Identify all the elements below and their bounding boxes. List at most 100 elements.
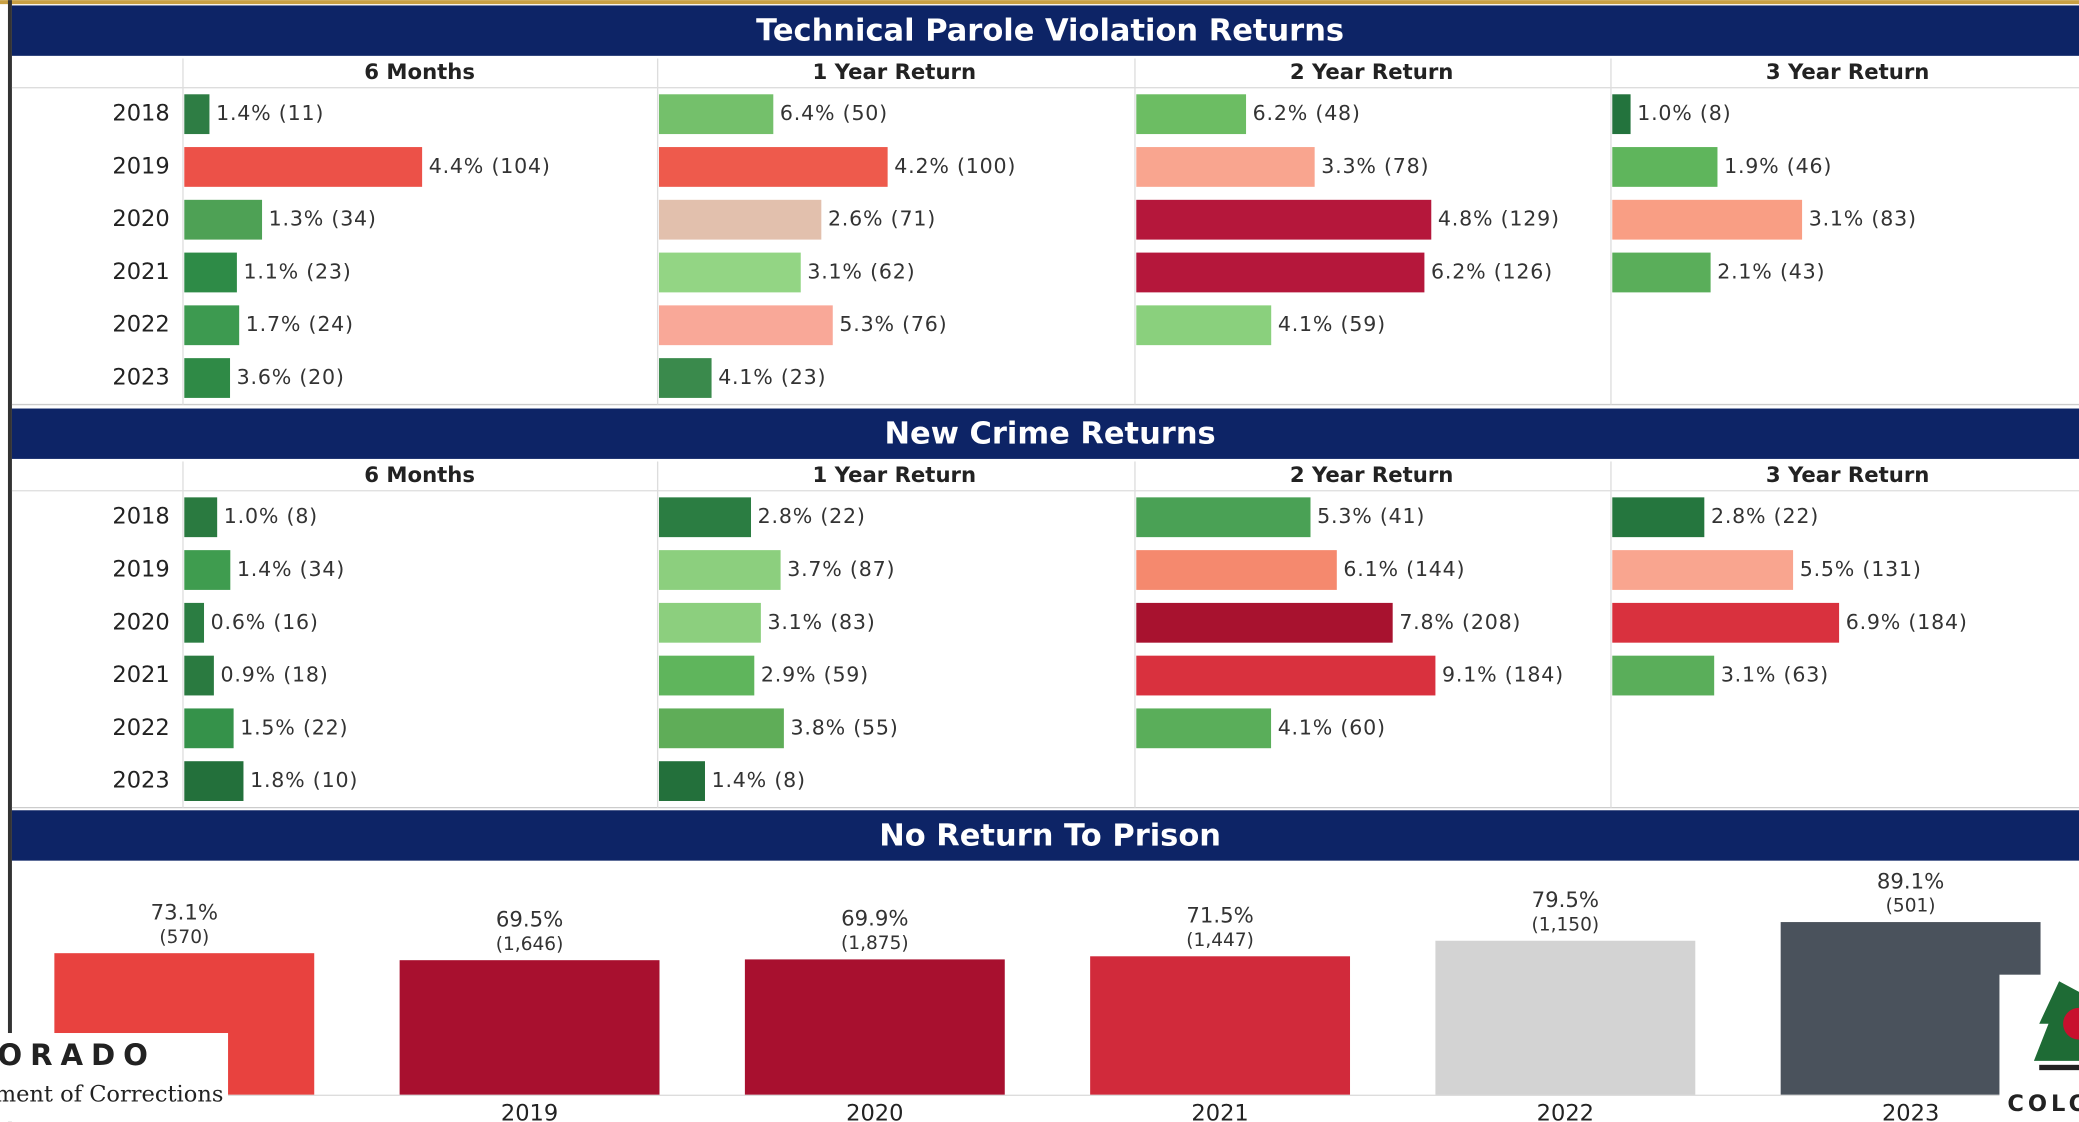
bar-label: 1.3% (34) bbox=[269, 207, 377, 231]
logo-tree bbox=[2033, 981, 2079, 1061]
bar bbox=[1090, 956, 1351, 1096]
bar bbox=[1136, 655, 1436, 696]
row-label: 2018 bbox=[112, 101, 169, 127]
bar bbox=[184, 305, 240, 346]
bar-count-label: (501) bbox=[1886, 896, 1936, 917]
bar-label: 3.1% (63) bbox=[1721, 663, 1829, 687]
section-title: New Crime Returns bbox=[885, 417, 1216, 452]
bar bbox=[658, 761, 705, 801]
bar-count-label: (1,646) bbox=[496, 934, 564, 955]
section-header bbox=[11, 408, 2079, 459]
bar bbox=[399, 960, 660, 1096]
bar-label: 69.5% bbox=[496, 907, 563, 932]
bar bbox=[184, 147, 423, 187]
bar-label: 1.4% (34) bbox=[237, 557, 345, 581]
row-label: 2023 bbox=[112, 768, 169, 794]
bar bbox=[658, 305, 833, 346]
bar-label: 1.1% (23) bbox=[244, 259, 352, 283]
bar bbox=[184, 602, 205, 643]
bar bbox=[184, 199, 263, 240]
bar-label: 4.1% (59) bbox=[1278, 312, 1386, 336]
bar-label: 4.8% (129) bbox=[1438, 207, 1560, 231]
bar bbox=[184, 358, 231, 398]
bar-label: 1.0% (8) bbox=[1637, 101, 1731, 125]
bar bbox=[1612, 147, 1718, 187]
bar bbox=[1612, 550, 1794, 590]
bar-label: 5.3% (41) bbox=[1317, 504, 1425, 528]
bar-label: 69.9% bbox=[841, 907, 908, 932]
bar-label: 0.6% (16) bbox=[211, 610, 319, 634]
bar-label: 3.1% (62) bbox=[807, 259, 915, 283]
bar bbox=[1136, 199, 1432, 240]
bar bbox=[1612, 199, 1803, 240]
bar-label: 6.9% (184) bbox=[1846, 610, 1968, 634]
bar-label: 2.8% (22) bbox=[758, 504, 866, 528]
bar-label: 6.4% (50) bbox=[780, 101, 888, 125]
bar bbox=[184, 550, 231, 590]
logo-sun bbox=[2063, 1007, 2079, 1040]
bar-label: 1.5% (22) bbox=[240, 715, 348, 739]
bar-label: 4.4% (104) bbox=[429, 154, 551, 178]
bar-label: 89.1% bbox=[1877, 869, 1944, 894]
bar bbox=[658, 252, 801, 293]
bar bbox=[184, 655, 214, 696]
row-label: 2022 bbox=[112, 715, 169, 741]
top-border bbox=[0, 0, 2079, 5]
bar bbox=[1136, 550, 1337, 590]
panel-title: 1 Year Return bbox=[813, 463, 977, 488]
bar-label: 7.8% (208) bbox=[1399, 610, 1521, 634]
panel-title: 6 Months bbox=[364, 463, 475, 488]
bar-label: 2.1% (43) bbox=[1717, 259, 1825, 283]
bar bbox=[1136, 708, 1272, 749]
bar bbox=[1136, 305, 1272, 346]
bar bbox=[1780, 922, 2041, 1096]
bar bbox=[184, 761, 244, 801]
bar-label: 3.1% (83) bbox=[1809, 207, 1917, 231]
bar bbox=[658, 602, 761, 643]
bar-label: 3.7% (87) bbox=[787, 557, 895, 581]
bar bbox=[1136, 497, 1311, 538]
bar bbox=[1435, 940, 1696, 1096]
bar bbox=[1612, 602, 1840, 643]
row-label: 2023 bbox=[112, 365, 169, 391]
bar bbox=[184, 94, 210, 135]
bar-count-label: (1,150) bbox=[1532, 914, 1600, 935]
bar-label: 6.2% (48) bbox=[1253, 101, 1361, 125]
bar-count-label: (1,447) bbox=[1186, 930, 1254, 951]
bar-label: 6.2% (126) bbox=[1431, 259, 1553, 283]
panel-title: 1 Year Return bbox=[813, 60, 977, 85]
logo-left-name: ORADO bbox=[0, 1038, 156, 1072]
row-label: 2022 bbox=[112, 312, 169, 338]
bar-label: 0.9% (18) bbox=[221, 663, 329, 687]
bar-label: 4.2% (100) bbox=[894, 154, 1016, 178]
bar-label: 2.6% (71) bbox=[828, 207, 936, 231]
bar bbox=[1612, 94, 1631, 135]
bar bbox=[184, 497, 218, 538]
bar bbox=[658, 550, 781, 590]
section-title: No Return To Prison bbox=[879, 818, 1221, 853]
bar bbox=[1612, 655, 1715, 696]
row-label: 2019 bbox=[112, 153, 169, 179]
bar-label: 1.8% (10) bbox=[250, 768, 358, 792]
bar-label: 71.5% bbox=[1186, 904, 1253, 929]
bar bbox=[184, 252, 237, 293]
bar bbox=[1612, 497, 1705, 538]
panel-title: 2 Year Return bbox=[1290, 463, 1454, 488]
logo-left-sub: ment of Corrections bbox=[0, 1081, 223, 1107]
bar-label: 3.1% (83) bbox=[767, 610, 875, 634]
bar-label: 4.1% (23) bbox=[718, 365, 826, 389]
bar-label: 4.1% (60) bbox=[1278, 715, 1386, 739]
bar-label: 5.5% (131) bbox=[1800, 557, 1922, 581]
bar-label: 1.7% (24) bbox=[246, 312, 354, 336]
bar-label: 2.9% (59) bbox=[761, 663, 869, 687]
bar-label: 73.1% bbox=[151, 900, 218, 925]
bar-label: 79.5% bbox=[1532, 888, 1599, 913]
bar-label: 1.4% (11) bbox=[216, 101, 324, 125]
bar bbox=[1136, 147, 1315, 187]
section-header bbox=[11, 810, 2079, 861]
bar bbox=[658, 94, 774, 135]
panel-title: 3 Year Return bbox=[1766, 463, 1930, 488]
panel-title: 6 Months bbox=[364, 60, 475, 85]
bar bbox=[658, 147, 888, 187]
